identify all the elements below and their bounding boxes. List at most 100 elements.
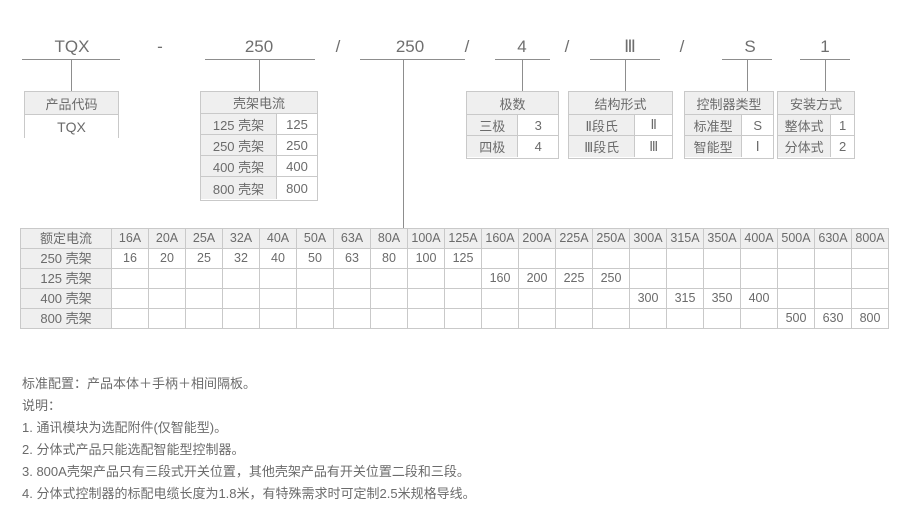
table-cell: 800: [851, 308, 889, 329]
leader-mounting: [825, 59, 826, 91]
table-column-header: 500A: [777, 228, 815, 249]
legend-row-value: Ⅲ: [635, 136, 672, 157]
code-separator-3: /: [464, 37, 470, 56]
legend-row-value: 250: [277, 135, 317, 155]
table-column-header: 32A: [222, 228, 260, 249]
legend-row-label: Ⅲ段氏: [569, 136, 636, 157]
table-cell: [851, 268, 889, 289]
legend-box-frame-current: 壳架电流 125 壳架 125 250 壳架 250 400 壳架 400 80…: [200, 91, 318, 201]
table-cell: [481, 308, 519, 329]
table-column-header: 50A: [296, 228, 334, 249]
table-cell: [703, 268, 741, 289]
table-cell: [481, 248, 519, 269]
table-cell: [555, 308, 593, 329]
table-cell: [407, 308, 445, 329]
table-cell: [666, 268, 704, 289]
table-row-label: 125 壳架: [20, 268, 112, 289]
table-cell: [555, 288, 593, 309]
table-cell: 63: [333, 248, 371, 269]
code-segment-structure: Ⅲ: [624, 37, 636, 56]
table-column-header: 800A: [851, 228, 889, 249]
table-cell: [259, 268, 297, 289]
legend-row-label: 400 壳架: [201, 156, 277, 176]
table-column-header: 16A: [111, 228, 149, 249]
code-segment-mounting: 1: [820, 37, 830, 56]
table-cell: [740, 268, 778, 289]
table-cell: [518, 288, 556, 309]
legend-box-controller-type: 控制器类型 标准型 S 智能型 Ⅰ: [684, 91, 774, 159]
legend-row-value: 800: [277, 177, 317, 199]
table-cell: [111, 308, 149, 329]
table-cell: [111, 288, 149, 309]
table-row: 400 壳架 300 315 350 400: [20, 288, 889, 309]
legend-row-label: 125 壳架: [201, 114, 277, 134]
legend-row-label: 标准型: [685, 115, 743, 135]
legend-value-product-code: TQX: [25, 115, 118, 138]
table-cell: 400: [740, 288, 778, 309]
note-item-4: 4. 分体式控制器的标配电缆长度为1.8米，有特殊需求时可定制2.5米规格导线。: [22, 486, 476, 501]
legend-row-value: 1: [831, 115, 854, 135]
legend-row-value: Ⅰ: [742, 136, 773, 157]
legend-row-label: 250 壳架: [201, 135, 277, 155]
table-cell: [296, 268, 334, 289]
table-cell: 25: [185, 248, 223, 269]
table-column-header: 63A: [333, 228, 371, 249]
legend-row: 标准型 S: [685, 115, 773, 136]
table-cell: [851, 288, 889, 309]
table-cell: 32: [222, 248, 260, 269]
code-segment-product: TQX: [54, 37, 90, 56]
table-row: 125 壳架 160 200 225 250: [20, 268, 889, 289]
note-standard-config: 标准配置：产品本体＋手柄＋相间隔板。: [22, 376, 257, 391]
table-cell: [333, 288, 371, 309]
table-cell: 80: [370, 248, 408, 269]
table-column-header: 20A: [148, 228, 186, 249]
table-cell: [703, 248, 741, 269]
table-column-header: 40A: [259, 228, 297, 249]
table-column-header: 200A: [518, 228, 556, 249]
table-cell: [629, 248, 667, 269]
table-cell: [222, 308, 260, 329]
table-cell: [370, 308, 408, 329]
legend-row: 250 壳架 250: [201, 135, 317, 156]
legend-row-value: 125: [277, 114, 317, 134]
table-header-row: 额定电流 16A 20A 25A 32A 40A 50A 63A 80A 100A 125A 160A…: [20, 228, 889, 249]
table-cell: [777, 248, 815, 269]
table-cell: [518, 248, 556, 269]
legend-row: 智能型 Ⅰ: [685, 136, 773, 158]
legend-row: 125 壳架 125: [201, 114, 317, 135]
table-column-header: 125A: [444, 228, 482, 249]
table-column-header: 80A: [370, 228, 408, 249]
legend-row: Ⅱ段氏 Ⅱ: [569, 115, 672, 136]
legend-row-value: Ⅱ: [635, 115, 672, 135]
note-item-1: 1. 通讯模块为选配附件(仅智能型)。: [22, 420, 228, 435]
legend-title-frame-current: 壳架电流: [201, 92, 317, 114]
table-cell: 225: [555, 268, 593, 289]
table-cell: 20: [148, 248, 186, 269]
table-cell: [148, 268, 186, 289]
table-cell: [444, 268, 482, 289]
table-cell: [777, 288, 815, 309]
rated-current-table-body: 额定电流 16A 20A 25A 32A 40A 50A 63A 80A 100A 125A 160A…: [20, 228, 889, 329]
table-cell: [111, 268, 149, 289]
table-column-header: 630A: [814, 228, 852, 249]
table-cell: [592, 248, 630, 269]
legend-row: Ⅲ段氏 Ⅲ: [569, 136, 672, 158]
table-column-header: 315A: [666, 228, 704, 249]
table-cell: [407, 268, 445, 289]
table-column-header: 160A: [481, 228, 519, 249]
legend-row-label: 三极: [467, 115, 519, 135]
table-cell: 250: [592, 268, 630, 289]
table-row: 250 壳架 16 20 25 32 40 50 63 80 100 125: [20, 248, 889, 269]
leader-rated: [403, 59, 404, 228]
table-column-header: 250A: [592, 228, 630, 249]
table-cell: [666, 248, 704, 269]
table-cell: [185, 288, 223, 309]
table-cell: [259, 308, 297, 329]
table-column-header: 100A: [407, 228, 445, 249]
code-rule-frame: [205, 59, 315, 60]
code-separator-1: -: [157, 37, 163, 56]
table-cell: [222, 288, 260, 309]
table-cell: 160: [481, 268, 519, 289]
table-row-label: 400 壳架: [20, 288, 112, 309]
